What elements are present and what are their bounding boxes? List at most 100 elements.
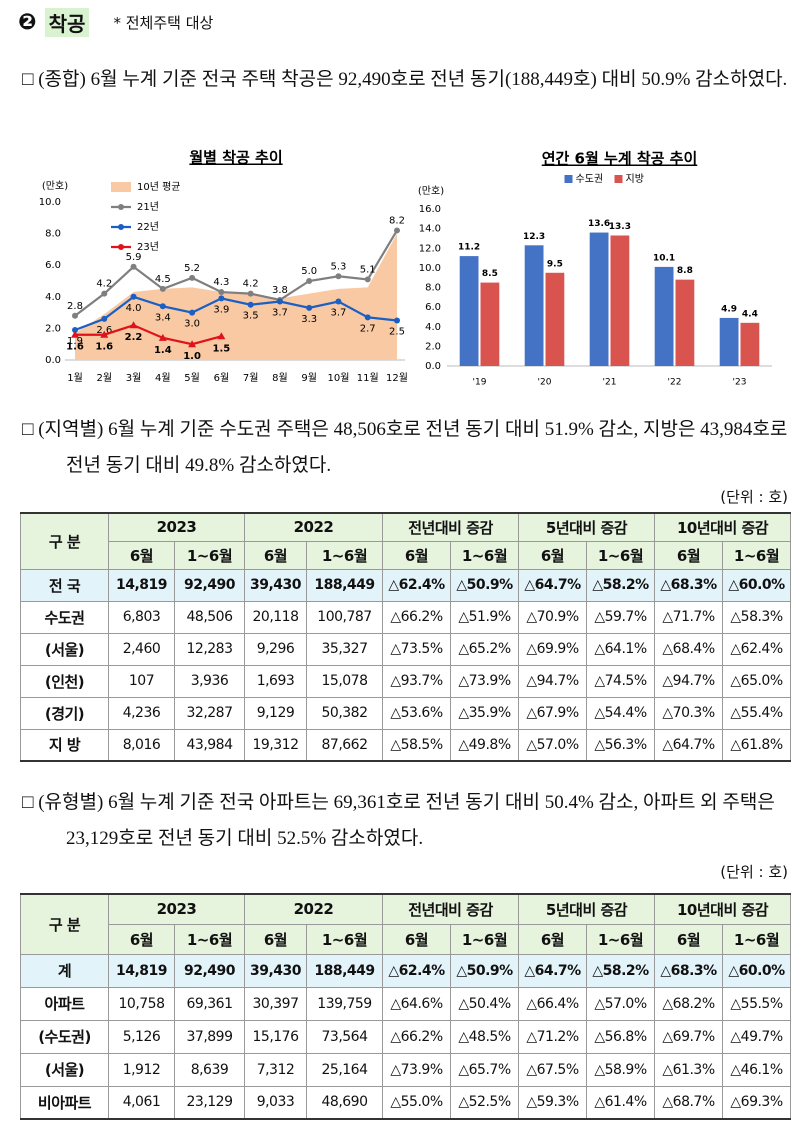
x-tick-label: 3월 xyxy=(126,372,142,384)
table-cell: △94.7% xyxy=(654,664,724,698)
header-cell: 5년대비 증감 xyxy=(517,512,656,542)
point xyxy=(394,227,400,234)
table-cell: 5,126 xyxy=(108,1019,175,1054)
table-cell: △60.0% xyxy=(722,953,792,988)
header-cell: 6월 xyxy=(382,923,451,955)
table-cell: 188,449 xyxy=(306,568,383,602)
point xyxy=(158,333,167,341)
data-label: 1.4 xyxy=(154,345,172,356)
point xyxy=(394,317,400,324)
table-cell: 23,129 xyxy=(174,1085,245,1120)
point xyxy=(306,304,313,311)
point xyxy=(72,312,78,319)
data-label: 3.3 xyxy=(301,314,317,325)
x-tick-label: '21 xyxy=(603,378,617,388)
table-cell: 6,803 xyxy=(108,600,175,634)
x-tick-label: 6월 xyxy=(214,372,230,384)
line xyxy=(74,295,398,332)
table-row: (경기) 4,236 32,287 9,129 50,382 △53.6% △35.9% △6… xyxy=(20,696,792,730)
section-title: 착공 xyxy=(44,8,90,37)
header-cell: 1~6월 xyxy=(585,923,656,955)
data-label: 4.9 xyxy=(721,304,737,314)
point xyxy=(101,315,108,322)
table-cell: 48,506 xyxy=(174,600,245,634)
y-tick-label: 0.0 xyxy=(45,355,61,366)
data-label: 13.3 xyxy=(609,222,631,232)
bar xyxy=(524,245,544,366)
row-label: (수도권) xyxy=(20,1019,109,1054)
header-cell: 1~6월 xyxy=(174,923,245,955)
section-header: ❷ 착공 * 전체주택 대상 xyxy=(18,8,213,37)
table-cell: △55.4% xyxy=(722,696,792,730)
data-label: 13.6 xyxy=(588,219,610,229)
table-cell: 10,758 xyxy=(108,986,175,1021)
table-cell: 7,312 xyxy=(244,1052,307,1087)
x-tick-label: 9월 xyxy=(301,372,317,384)
table-cell: 3,936 xyxy=(174,664,245,698)
point xyxy=(100,330,109,338)
table-cell: 39,430 xyxy=(244,568,307,602)
data-label: 5.9 xyxy=(126,252,142,263)
table-cell: △71.7% xyxy=(654,600,724,634)
header-cell: 2022 xyxy=(244,512,383,542)
point xyxy=(189,309,196,316)
y-tick-label: 6.0 xyxy=(425,302,441,313)
line xyxy=(75,324,222,346)
legend-swatch xyxy=(118,244,124,250)
table-cell: 139,759 xyxy=(306,986,383,1021)
table-cell: 39,430 xyxy=(244,953,307,988)
table-cell: 100,787 xyxy=(306,600,383,634)
row-label: (서울) xyxy=(20,1052,109,1087)
y-tick-label: 2.0 xyxy=(425,341,441,352)
table-cell: 35,327 xyxy=(306,632,383,666)
header-cell: 1~6월 xyxy=(585,540,656,570)
table-cell: △50.9% xyxy=(450,953,519,988)
table-cell: △55.5% xyxy=(722,986,792,1021)
table-cell: △58.3% xyxy=(722,600,792,634)
row-label: 지 방 xyxy=(20,728,109,762)
charts: 월별 착공 추이 (만호) 0.0 2.0 4.0 6.0 8.0 10.0 1월 2월 3월 4월 5… xyxy=(39,149,772,388)
table-cell: △49.7% xyxy=(722,1019,792,1054)
point xyxy=(159,303,166,310)
header-row: 구 분 2023 2022 전년대비 증감 5년대비 증감 10년대비 증감 xyxy=(20,893,792,955)
table-cell: △62.4% xyxy=(722,632,792,666)
table-cell: 4,236 xyxy=(108,696,175,730)
data-label: 3.4 xyxy=(155,312,171,323)
row-label: (인천) xyxy=(20,664,109,698)
point xyxy=(306,278,313,284)
legend-label: 수도권 xyxy=(576,173,604,185)
header-cell: 2023 xyxy=(108,893,245,925)
table-cell: △54.4% xyxy=(585,696,656,730)
table-cell: 2,460 xyxy=(108,632,175,666)
table-cell: △57.0% xyxy=(518,728,587,762)
header-cell: 1~6월 xyxy=(306,923,383,955)
table-cell: △68.7% xyxy=(654,1085,724,1120)
data-label: 9.5 xyxy=(547,259,563,269)
table-row: 아파트 10,758 69,361 30,397 139,759 △64.6% △50.4%… xyxy=(20,986,792,1021)
header-cell: 1~6월 xyxy=(174,540,245,570)
table-cell: △69.3% xyxy=(722,1085,792,1120)
paragraph: □ (지역별) 6월 누계 기준 수도권 주택은 48,506호로 전년 동기 … xyxy=(22,419,788,476)
point xyxy=(335,298,342,305)
table-cell: △58.2% xyxy=(585,953,656,988)
point xyxy=(364,276,371,283)
table-cell: 107 xyxy=(108,664,175,698)
table-cell: △66.4% xyxy=(518,986,587,1021)
table-cell: △58.2% xyxy=(585,568,656,602)
table-cell: △68.3% xyxy=(654,953,724,988)
table-cell: △64.7% xyxy=(654,728,724,762)
paragraph: □ (종합) 6월 누계 기준 전국 주택 착공은 92,490호로 전년 동기… xyxy=(22,69,788,90)
table-cell: 14,819 xyxy=(108,953,175,988)
header-cell: 2023 xyxy=(108,512,245,542)
table-cell: △68.2% xyxy=(654,986,724,1021)
table-cell: △64.1% xyxy=(585,632,656,666)
header-cell: 10년대비 증감 xyxy=(654,893,792,925)
table-cell: △65.2% xyxy=(450,632,519,666)
table-cell: 25,164 xyxy=(306,1052,383,1087)
table-cell: 8,639 xyxy=(174,1052,245,1087)
table-cell: △56.3% xyxy=(585,728,656,762)
table-cell: 48,690 xyxy=(306,1085,383,1120)
point xyxy=(218,289,225,296)
header-row: 6월 1~6월 6월 1~6월 6월 1~6월 6월 1~6월 6월 1~6월 xyxy=(21,540,792,570)
